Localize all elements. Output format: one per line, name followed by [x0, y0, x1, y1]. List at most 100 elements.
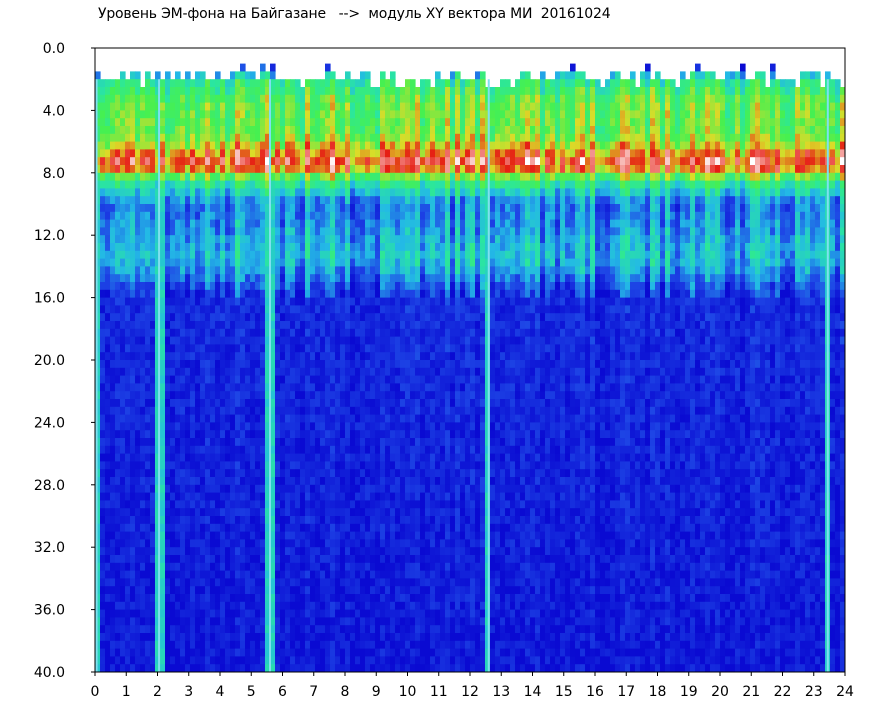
- heatmap-cell: [350, 289, 356, 299]
- heatmap-cell: [380, 648, 386, 657]
- heatmap-cell: [280, 555, 286, 564]
- heatmap-cell: [180, 360, 186, 369]
- heatmap-cell: [285, 87, 291, 96]
- heatmap-cell: [345, 414, 351, 423]
- heatmap-cell: [165, 274, 171, 283]
- heatmap-cell: [315, 297, 321, 306]
- heatmap-cell: [145, 305, 151, 314]
- heatmap-cell: [205, 399, 211, 408]
- heatmap-cell: [280, 102, 286, 111]
- heatmap-cell: [95, 313, 101, 322]
- heatmap-cell: [205, 360, 211, 369]
- heatmap-cell: [345, 578, 351, 587]
- heatmap-cell: [310, 539, 316, 548]
- heatmap-cell: [230, 414, 236, 423]
- heatmap-cell: [250, 594, 256, 603]
- heatmap-cell: [135, 664, 141, 672]
- heatmap-cell: [140, 336, 146, 345]
- heatmap-cell: [360, 235, 366, 244]
- heatmap-cell: [365, 94, 371, 104]
- heatmap-cell: [125, 586, 131, 595]
- heatmap-cell: [195, 352, 201, 361]
- heatmap-cell: [295, 414, 301, 423]
- heatmap-cell: [120, 539, 126, 548]
- heatmap-cell: [320, 648, 326, 657]
- heatmap-cell: [340, 399, 346, 408]
- heatmap-cell: [360, 87, 366, 96]
- heatmap-cell: [405, 547, 411, 556]
- heatmap-cell: [395, 336, 401, 345]
- heatmap-cell: [310, 243, 316, 252]
- heatmap-cell: [315, 539, 321, 548]
- heatmap-cell: [215, 250, 221, 260]
- heatmap-cell: [315, 492, 321, 501]
- heatmap-cell: [170, 500, 176, 509]
- heatmap-cell: [280, 297, 286, 306]
- heatmap-cell: [180, 445, 186, 455]
- heatmap-cell: [250, 469, 256, 478]
- heatmap-cell: [325, 399, 331, 408]
- heatmap-cell: [275, 523, 281, 533]
- heatmap-cell: [225, 547, 231, 556]
- heatmap-cell: [295, 477, 301, 486]
- heatmap-cell: [410, 289, 416, 299]
- heatmap-cell: [105, 484, 111, 494]
- heatmap-cell: [275, 539, 281, 548]
- heatmap-cell: [365, 555, 371, 564]
- heatmap-cell: [295, 118, 301, 127]
- heatmap-cell: [290, 453, 296, 462]
- heatmap-cell: [345, 118, 351, 127]
- heatmap-cell: [95, 133, 101, 143]
- heatmap-cell: [395, 227, 401, 236]
- heatmap-cell: [145, 235, 151, 244]
- heatmap-cell: [320, 383, 326, 392]
- heatmap-cell: [285, 477, 291, 486]
- heatmap-cell: [205, 555, 211, 564]
- heatmap-cell: [280, 492, 286, 501]
- heatmap-cell: [255, 523, 261, 533]
- heatmap-cell: [245, 289, 251, 299]
- heatmap-cell: [205, 172, 211, 182]
- heatmap-cell: [135, 336, 141, 345]
- heatmap-cell: [325, 609, 331, 618]
- heatmap-cell: [215, 141, 221, 150]
- heatmap-cell: [255, 360, 261, 369]
- heatmap-cell: [125, 227, 131, 236]
- heatmap-cell: [195, 578, 201, 587]
- heatmap-cell: [380, 250, 386, 260]
- heatmap-cell: [370, 180, 376, 189]
- heatmap-cell: [115, 375, 121, 384]
- heatmap-cell: [260, 157, 266, 166]
- heatmap-cell: [245, 196, 251, 205]
- heatmap-cell: [400, 305, 406, 314]
- heatmap-cell: [150, 328, 156, 338]
- heatmap-cell: [305, 406, 311, 416]
- heatmap-cell: [210, 274, 216, 283]
- heatmap-cell: [150, 445, 156, 455]
- heatmap-cell: [235, 414, 241, 423]
- heatmap-cell: [105, 328, 111, 338]
- heatmap-cell: [255, 601, 261, 611]
- heatmap-cell: [395, 656, 401, 665]
- heatmap-cell: [305, 289, 311, 299]
- heatmap-cell: [270, 227, 276, 236]
- heatmap-cell: [355, 609, 361, 618]
- heatmap-cell: [210, 656, 216, 665]
- heatmap-cell: [400, 383, 406, 392]
- heatmap-cell: [335, 313, 341, 322]
- heatmap-cell: [245, 523, 251, 533]
- heatmap-cell: [415, 274, 421, 283]
- heatmap-cell: [200, 391, 206, 400]
- heatmap-cell: [105, 196, 111, 205]
- heatmap-cell: [300, 578, 306, 587]
- heatmap-cell: [340, 516, 346, 525]
- heatmap-cell: [410, 469, 416, 478]
- heatmap-cell: [220, 344, 226, 353]
- heatmap-cell: [395, 523, 401, 533]
- heatmap-cell: [405, 266, 411, 275]
- heatmap-cell: [410, 157, 416, 166]
- heatmap-cell: [305, 360, 311, 369]
- heatmap-cell: [195, 149, 201, 158]
- heatmap-cell: [245, 180, 251, 189]
- heatmap-cell: [140, 414, 146, 423]
